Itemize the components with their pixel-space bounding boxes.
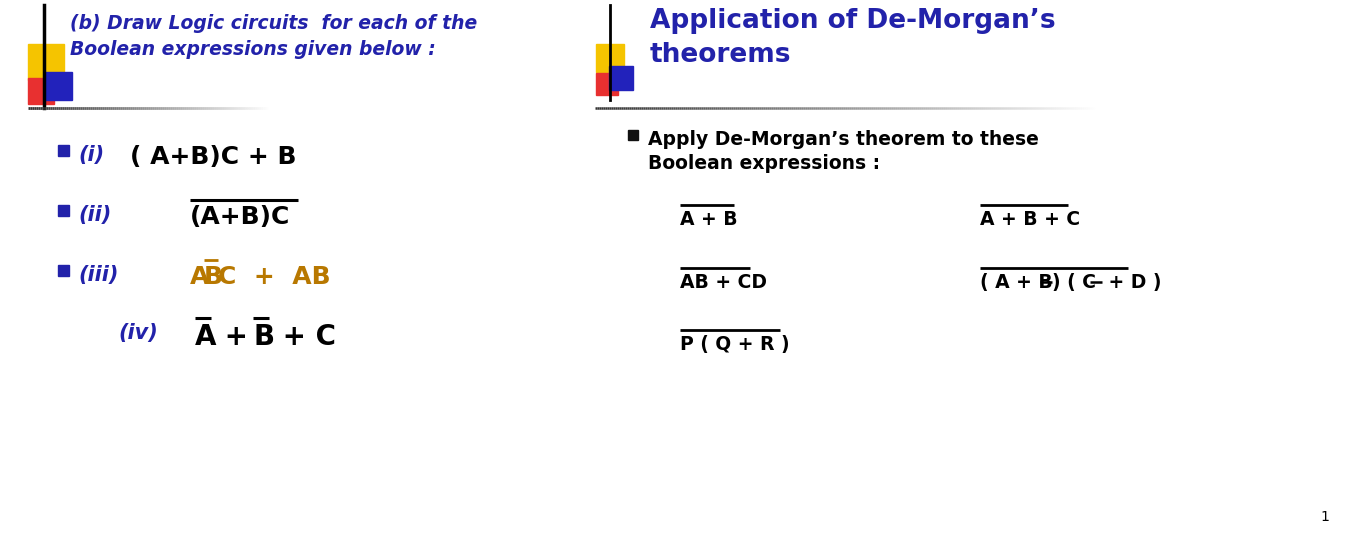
Text: A + B: A + B [680, 210, 737, 229]
Text: Apply De-Morgan’s theorem to these: Apply De-Morgan’s theorem to these [647, 130, 1039, 149]
Text: A: A [190, 265, 209, 289]
Text: AB + CD: AB + CD [680, 273, 767, 292]
Text: (iii): (iii) [78, 265, 118, 285]
Bar [58, 265, 69, 276]
Text: C  +  AB: C + AB [218, 265, 330, 289]
Text: (iv): (iv) [118, 323, 158, 343]
Text: (ii): (ii) [78, 205, 112, 225]
Bar [58, 205, 69, 216]
Bar [29, 78, 54, 104]
Text: + C: + C [273, 323, 336, 351]
Bar [58, 145, 69, 156]
Bar [29, 44, 64, 80]
Text: 1: 1 [1321, 510, 1329, 524]
Text: Application of De-Morgan’s: Application of De-Morgan’s [650, 8, 1055, 34]
Text: A + B + C: A + B + C [981, 210, 1080, 229]
Bar [44, 72, 72, 100]
Text: P ( Q + R ): P ( Q + R ) [680, 335, 790, 354]
Text: Boolean expressions given below :: Boolean expressions given below : [69, 40, 435, 59]
Text: ( A+B)C + B: ( A+B)C + B [131, 145, 296, 169]
Text: B: B [253, 323, 275, 351]
Text: +: + [215, 323, 257, 351]
Text: (b) Draw Logic circuits  for each of the: (b) Draw Logic circuits for each of the [69, 14, 477, 33]
Text: (i): (i) [78, 145, 105, 165]
Bar [596, 44, 624, 72]
Text: (A+B)C: (A+B)C [190, 205, 291, 229]
Bar [628, 130, 638, 140]
Text: A: A [194, 323, 216, 351]
Bar [596, 73, 617, 95]
Text: + D ): + D ) [1102, 273, 1161, 292]
Text: Boolean expressions :: Boolean expressions : [647, 154, 880, 173]
Bar [609, 66, 632, 90]
Text: B: B [204, 265, 223, 289]
Text: theorems: theorems [650, 42, 792, 68]
Text: ) ( C: ) ( C [1053, 273, 1096, 292]
Text: ( A + B: ( A + B [981, 273, 1053, 292]
